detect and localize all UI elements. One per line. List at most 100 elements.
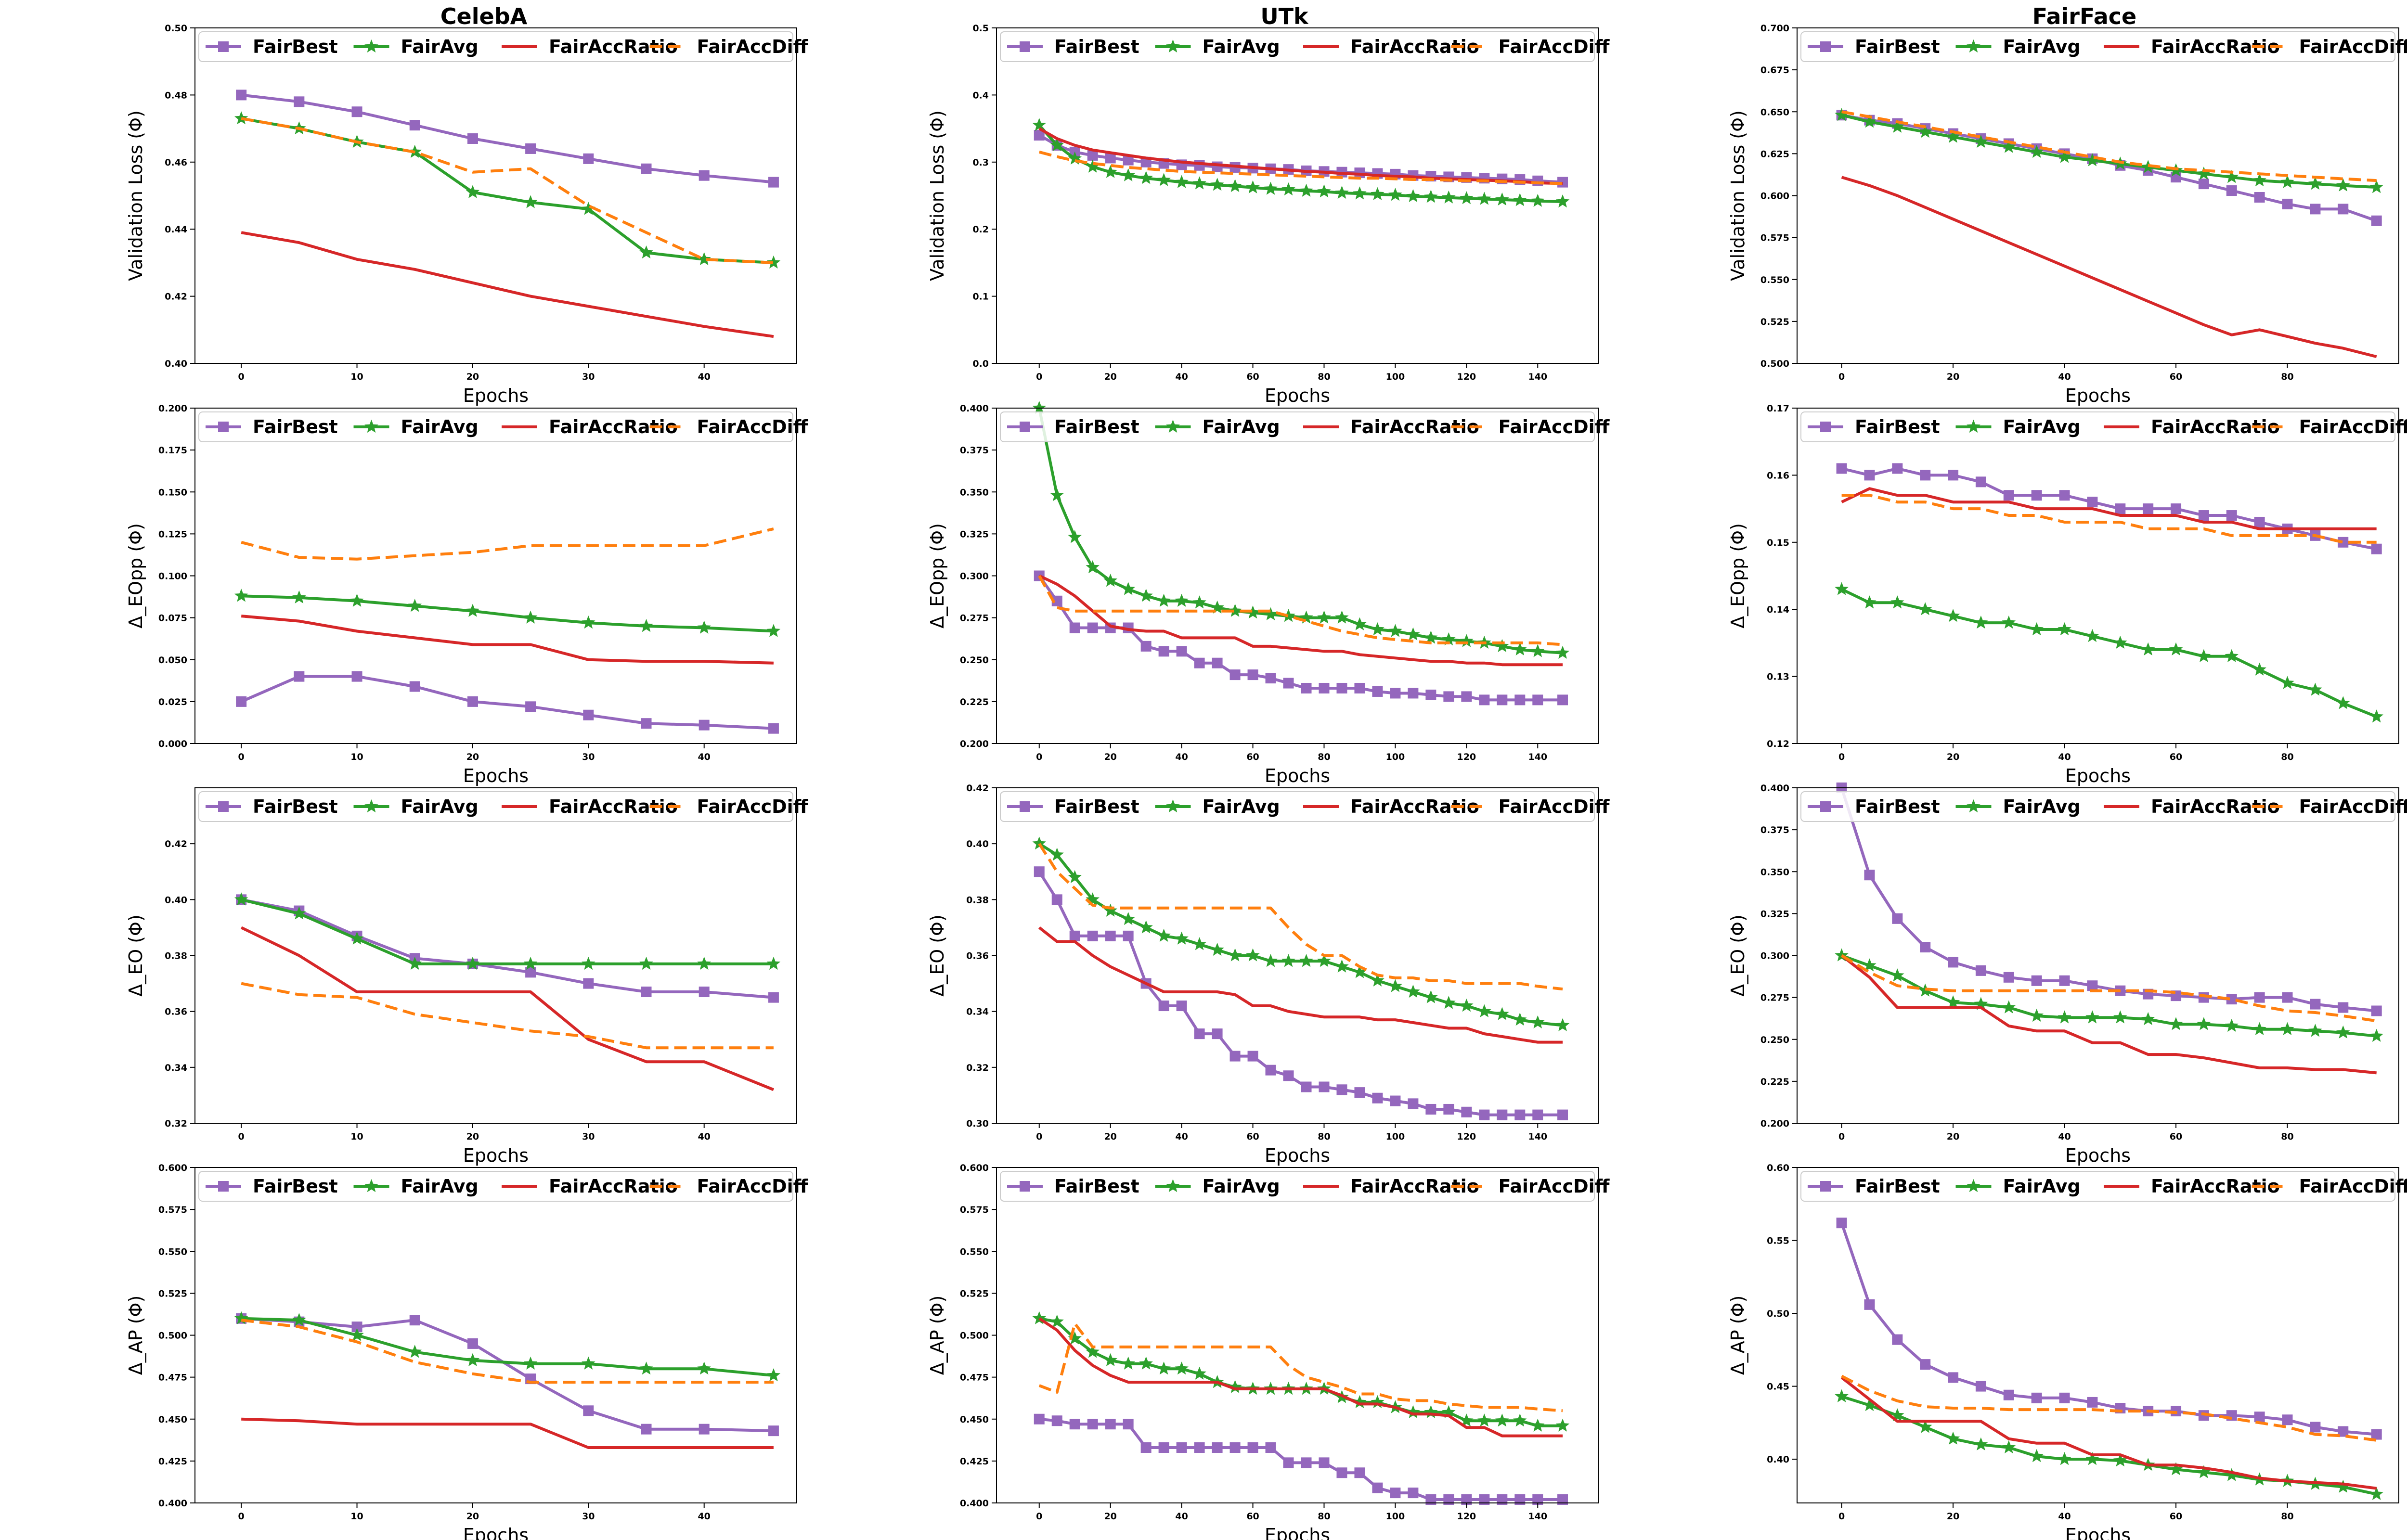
data-point-fairbest [1920,942,1931,953]
legend: FairBest FairAvg FairAccRatio FairAccDiff [198,791,809,822]
data-point-fairavg [234,589,248,602]
x-tick-label: 0 [1838,752,1845,762]
data-point-fairavg [350,1328,364,1341]
data-point-fairavg [2141,642,2155,655]
data-point-fairbest [1265,673,1276,684]
data-point-fairavg [1032,401,1046,414]
data-point-fairavg [1103,1353,1117,1366]
data-point-fairavg [1388,188,1402,201]
data-point-fairbest [1176,1442,1187,1453]
data-point-fairavg [1335,185,1349,199]
series-group [1835,1218,2383,1500]
legend: FairBest FairAvg FairAccRatio FairAccDiff [198,31,809,62]
data-point-fairbest [1864,870,1875,881]
y-tick-label: 0.600 [960,1163,989,1173]
data-point-fairavg [1068,151,1082,165]
plot-frame [194,27,797,364]
legend-item-fairbest: FairBest [1808,36,1940,57]
x-tick-label: 100 [1386,372,1405,382]
data-point-fairavg [1175,931,1189,945]
x-tick-label: 40 [698,1131,710,1142]
data-point-fairavg [1555,645,1570,659]
legend-marker [1166,420,1180,433]
x-tick-label: 20 [1104,372,1116,382]
legend-marker [364,39,378,53]
data-point-fairbest [1443,691,1454,702]
data-point-fairbest [1390,688,1401,699]
data-point-fairavg [1228,179,1242,192]
legend-box [1000,1171,1595,1202]
legend-label: FairBest [253,1176,338,1197]
x-tick-label: 140 [1528,1131,1547,1142]
data-point-fairbest [1123,154,1134,166]
y-tick-label: 0.600 [1760,191,1789,202]
data-point-fairavg [2336,1025,2350,1039]
data-point-fairavg [1918,602,1932,616]
series-group [1032,118,1570,208]
y-tick-label: 0.55 [1767,1236,1789,1246]
data-point-fairavg [1050,1314,1064,1328]
data-point-fairavg [1121,1356,1135,1370]
x-tick-label: 20 [1947,752,1959,762]
data-point-fairavg [1974,616,1988,629]
data-point-fairavg [697,956,711,970]
panel-utk-delta-eopp: 0 20 40 60 80 100 120 140 0.200 0.225 0.250 0.275 0.… [927,401,1610,786]
x-axis-label: Epochs [1265,385,1330,406]
legend-item-fairbest: FairBest [206,36,338,57]
data-point-fairavg [1157,1361,1171,1375]
data-point-fairbest [699,987,710,998]
y-tick-label: 0.550 [1760,275,1789,285]
legend-label: FairBest [1855,1176,1940,1197]
data-point-fairbest [1194,1442,1205,1453]
legend-marker [1820,422,1831,432]
data-point-fairbest [1892,1334,1903,1345]
legend-item-fairavg: FairAvg [353,36,479,57]
data-point-fairbest [1948,470,1959,481]
series-group [1835,783,2383,1075]
x-tick-label: 40 [1175,372,1188,382]
y-tick-label: 0.46 [165,157,187,168]
x-tick-label: 80 [2281,1131,2293,1142]
x-tick-label: 0 [1036,372,1042,382]
series-line-fairaccratio [1038,926,1563,1044]
data-point-fairavg [1442,996,1456,1009]
data-point-fairbest [1265,1065,1276,1076]
y-axis-label: Validation Loss (Φ) [125,110,146,281]
data-point-fairbest [1443,1104,1454,1115]
data-point-fairavg [1299,610,1313,624]
data-point-fairavg [2002,140,2016,153]
legend-marker [1166,39,1180,53]
x-tick-label: 20 [466,372,479,382]
data-point-fairavg [2225,1468,2239,1481]
data-point-fairbest [1229,1051,1241,1062]
data-point-fairavg [1460,191,1474,205]
y-tick-label: 0.125 [158,529,187,539]
data-point-fairavg [1121,168,1135,181]
y-tick-label: 0.475 [158,1373,187,1383]
x-axis-label: Epochs [463,385,529,406]
series-line-fairaccratio [1841,176,2377,359]
data-point-fairavg [1157,173,1171,186]
data-point-fairbest [1051,1415,1062,1426]
data-point-fairavg [1264,607,1278,620]
data-point-fairbest [1283,1457,1294,1468]
x-tick-label: 120 [1457,372,1476,382]
legend-marker [1820,801,1831,812]
y-tick-label: 0.36 [165,1007,187,1017]
series-line-fairbest [241,93,774,184]
data-point-fairbest [2338,1002,2349,1013]
data-point-fairavg [1068,1331,1082,1345]
data-point-fairbest [2003,490,2014,501]
legend-item-fairavg: FairAvg [353,796,479,817]
legend-item-fairaccdiff: FairAccDiff [1451,1176,1610,1197]
data-point-fairbest [1158,646,1169,657]
series-line-fairavg [241,594,774,633]
data-point-fairavg [1335,959,1349,973]
y-axis-label: Δ_EOpp (Φ) [125,523,146,629]
x-axis-label: Epochs [463,765,529,786]
data-point-fairbest [1194,657,1205,668]
data-point-fairbest [1087,1419,1098,1430]
panel-fairface-delta-ap: 0 20 40 60 80 0.40 0.45 0.50 0.55 0.60 Epochs Δ_AP … [1727,1163,2407,1540]
data-point-fairavg [1139,589,1153,602]
legend-item-fairbest: FairBest [206,1176,338,1197]
